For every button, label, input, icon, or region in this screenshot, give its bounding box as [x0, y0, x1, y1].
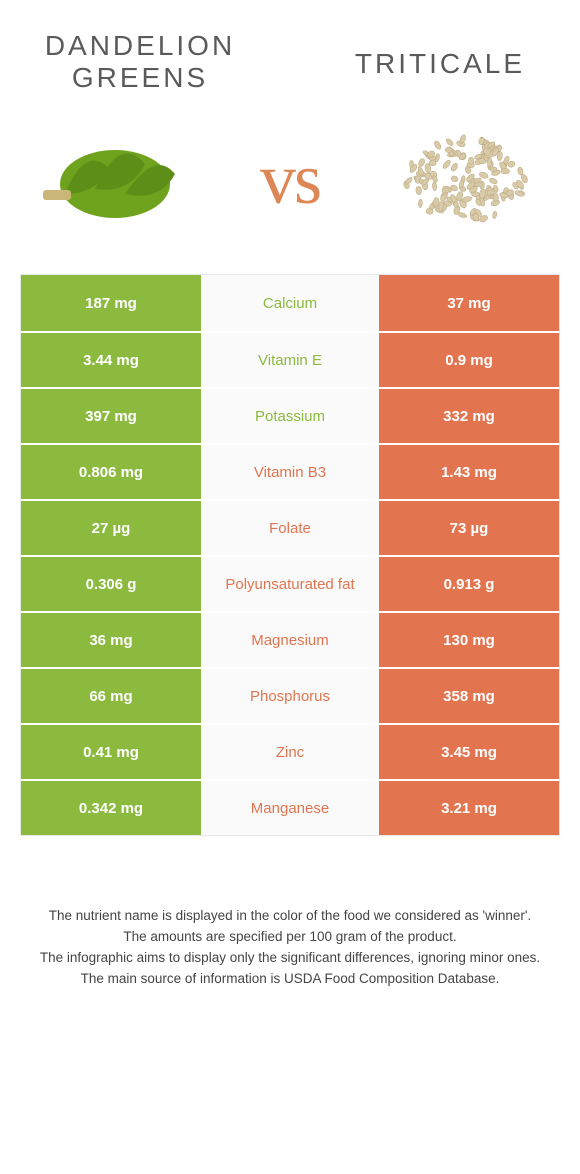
footer-line: The nutrient name is displayed in the co…: [30, 906, 550, 927]
table-row: 187 mgCalcium37 mg: [21, 275, 559, 331]
right-value: 130 mg: [379, 613, 559, 667]
vs-label: vs: [260, 138, 320, 221]
nutrient-name: Vitamin E: [201, 333, 379, 387]
right-value: 0.9 mg: [379, 333, 559, 387]
footer-line: The infographic aims to display only the…: [30, 948, 550, 969]
table-row: 0.342 mgManganese3.21 mg: [21, 779, 559, 835]
food-right-image: [380, 114, 550, 244]
right-value: 3.21 mg: [379, 781, 559, 835]
right-value: 332 mg: [379, 389, 559, 443]
left-value: 3.44 mg: [21, 333, 201, 387]
right-value: 1.43 mg: [379, 445, 559, 499]
comparison-table: 187 mgCalcium37 mg3.44 mgVitamin E0.9 mg…: [20, 274, 560, 836]
right-value: 3.45 mg: [379, 725, 559, 779]
footer-notes: The nutrient name is displayed in the co…: [30, 906, 550, 990]
table-row: 3.44 mgVitamin E0.9 mg: [21, 331, 559, 387]
right-value: 358 mg: [379, 669, 559, 723]
left-value: 187 mg: [21, 275, 201, 331]
table-row: 66 mgPhosphorus358 mg: [21, 667, 559, 723]
left-value: 397 mg: [21, 389, 201, 443]
header: Dandelion greens Triticale: [0, 0, 580, 104]
nutrient-name: Manganese: [201, 781, 379, 835]
nutrient-name: Phosphorus: [201, 669, 379, 723]
images-row: vs: [0, 104, 580, 274]
food-left-image: [30, 114, 200, 244]
right-value: 37 mg: [379, 275, 559, 331]
left-value: 0.342 mg: [21, 781, 201, 835]
table-row: 27 µgFolate73 µg: [21, 499, 559, 555]
nutrient-name: Calcium: [201, 275, 379, 331]
left-value: 66 mg: [21, 669, 201, 723]
table-row: 0.806 mgVitamin B31.43 mg: [21, 443, 559, 499]
table-row: 0.306 gPolyunsaturated fat0.913 g: [21, 555, 559, 611]
food-left-title: Dandelion greens: [40, 30, 240, 94]
left-value: 0.806 mg: [21, 445, 201, 499]
right-value: 0.913 g: [379, 557, 559, 611]
nutrient-name: Potassium: [201, 389, 379, 443]
table-row: 397 mgPotassium332 mg: [21, 387, 559, 443]
left-value: 0.306 g: [21, 557, 201, 611]
nutrient-name: Magnesium: [201, 613, 379, 667]
table-row: 0.41 mgZinc3.45 mg: [21, 723, 559, 779]
footer-line: The main source of information is USDA F…: [30, 969, 550, 990]
footer-line: The amounts are specified per 100 gram o…: [30, 927, 550, 948]
left-value: 36 mg: [21, 613, 201, 667]
food-right-title: Triticale: [340, 48, 540, 80]
nutrient-name: Vitamin B3: [201, 445, 379, 499]
nutrient-name: Polyunsaturated fat: [201, 557, 379, 611]
table-row: 36 mgMagnesium130 mg: [21, 611, 559, 667]
nutrient-name: Zinc: [201, 725, 379, 779]
left-value: 27 µg: [21, 501, 201, 555]
right-value: 73 µg: [379, 501, 559, 555]
left-value: 0.41 mg: [21, 725, 201, 779]
nutrient-name: Folate: [201, 501, 379, 555]
